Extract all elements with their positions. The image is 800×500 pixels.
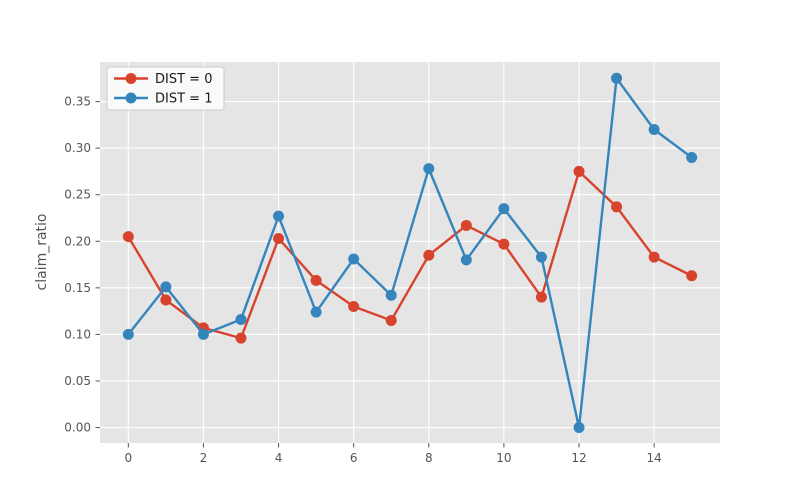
data-point-dist-1 bbox=[160, 281, 172, 293]
series-line-dist-1 bbox=[127, 77, 693, 429]
y-axis-tick-label: 0.25 bbox=[64, 188, 91, 202]
x-axis-tick-label: 8 bbox=[425, 451, 433, 465]
data-point-dist-1 bbox=[197, 328, 209, 340]
series-line-dist-0 bbox=[127, 170, 693, 340]
data-point-dist-0 bbox=[648, 251, 660, 263]
x-axis-tick-label: 10 bbox=[496, 451, 511, 465]
data-point-dist-0 bbox=[348, 300, 360, 312]
data-point-dist-1 bbox=[122, 328, 134, 340]
y-axis-tick-label: 0.10 bbox=[64, 327, 91, 341]
plot-panel-background bbox=[100, 62, 720, 443]
data-point-dist-0 bbox=[460, 219, 472, 231]
data-point-dist-0 bbox=[423, 249, 435, 261]
data-point-dist-0 bbox=[385, 314, 397, 326]
data-point-dist-1 bbox=[310, 306, 322, 318]
x-axis-tick-label: 2 bbox=[200, 451, 208, 465]
data-point-dist-1 bbox=[460, 254, 472, 266]
data-point-dist-0 bbox=[535, 291, 547, 303]
data-point-dist-1 bbox=[648, 124, 660, 136]
data-point-dist-0 bbox=[611, 201, 623, 213]
data-point-dist-1 bbox=[423, 163, 435, 175]
data-point-dist-0 bbox=[160, 294, 172, 306]
y-axis-label: claim_ratio bbox=[34, 213, 50, 291]
data-point-dist-1 bbox=[573, 422, 585, 434]
legend-marker-swatch bbox=[125, 73, 137, 84]
data-point-dist-0 bbox=[498, 238, 510, 250]
y-axis-tick-label: 0.30 bbox=[64, 141, 91, 155]
data-point-dist-1 bbox=[535, 251, 547, 263]
data-point-dist-1 bbox=[348, 253, 360, 265]
data-point-dist-1 bbox=[611, 72, 623, 84]
data-point-dist-1 bbox=[498, 203, 510, 215]
data-point-dist-0 bbox=[686, 270, 698, 282]
data-point-dist-0 bbox=[573, 165, 585, 177]
data-point-dist-1 bbox=[686, 151, 698, 163]
x-axis-tick-label: 4 bbox=[275, 451, 283, 465]
data-point-dist-1 bbox=[273, 210, 285, 222]
legend-marker-swatch bbox=[125, 92, 137, 104]
data-point-dist-1 bbox=[235, 314, 247, 326]
x-axis-tick-label: 6 bbox=[350, 451, 358, 465]
y-axis-tick-label: 0.20 bbox=[64, 234, 91, 248]
y-axis-tick-label: 0.35 bbox=[64, 95, 91, 109]
data-point-dist-0 bbox=[235, 332, 247, 344]
data-point-dist-0 bbox=[310, 274, 322, 286]
legend-label: DIST = 1 bbox=[155, 92, 212, 107]
x-axis-tick-label: 14 bbox=[646, 451, 661, 465]
data-point-dist-0 bbox=[122, 231, 134, 243]
y-axis-tick-label: 0.05 bbox=[64, 374, 91, 388]
y-axis-tick-label: 0.15 bbox=[64, 281, 91, 295]
y-axis-tick-label: 0.00 bbox=[64, 421, 91, 435]
x-axis-tick-label: 0 bbox=[124, 451, 132, 465]
data-point-dist-1 bbox=[385, 289, 397, 301]
data-point-dist-0 bbox=[273, 232, 285, 244]
legend-label: DIST = 0 bbox=[155, 72, 212, 87]
x-axis-tick-label: 12 bbox=[571, 451, 586, 465]
